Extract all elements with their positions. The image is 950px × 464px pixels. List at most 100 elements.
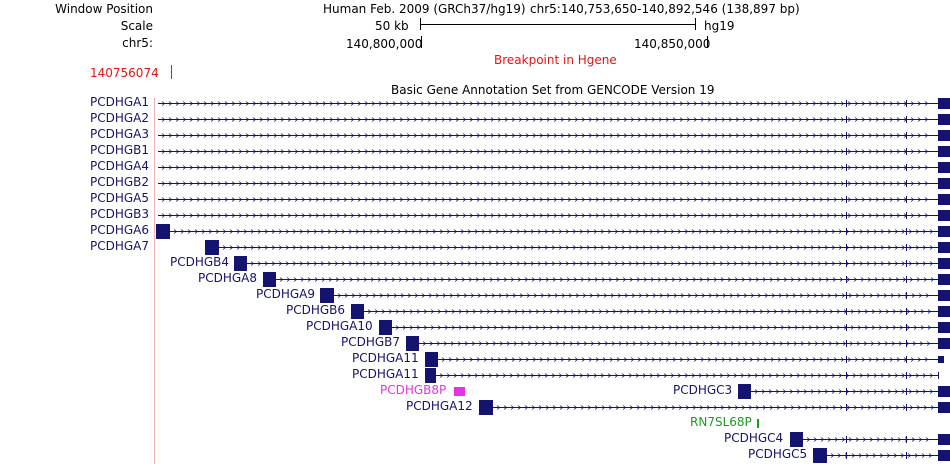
strand-arrow: [252, 117, 257, 122]
strand-arrow: [518, 213, 523, 218]
strand-arrow: [670, 245, 675, 250]
strand-arrow: [539, 101, 544, 106]
strand-arrow: [665, 213, 670, 218]
strand-arrow: [552, 277, 557, 282]
strand-arrow: [707, 149, 712, 154]
gene-label[interactable]: PCDHGB3: [90, 207, 150, 221]
gene-track[interactable]: [379, 320, 950, 335]
strand-arrow: [442, 293, 447, 298]
strand-arrow: [768, 245, 773, 250]
gene-label[interactable]: PCDHGA7: [90, 239, 150, 253]
gene-label[interactable]: PCDHGB8P: [380, 383, 447, 397]
gene-track[interactable]: [158, 146, 950, 157]
track-title[interactable]: Basic Gene Annotation Set from GENCODE V…: [391, 83, 715, 97]
gene-track[interactable]: [158, 114, 950, 125]
gene-label[interactable]: PCDHGA11: [352, 351, 419, 365]
position-label[interactable]: chr5:140,753,650-140,892,546 (138,897 bp…: [530, 2, 800, 16]
strand-arrow: [203, 213, 208, 218]
strand-arrow: [252, 149, 257, 154]
gene-label[interactable]: PCDHGB6: [286, 303, 346, 317]
strand-arrow: [631, 293, 636, 298]
strand-arrow: [259, 165, 264, 170]
strand-arrow: [483, 133, 488, 138]
strand-arrow: [537, 261, 542, 266]
gene-track[interactable]: [158, 98, 950, 109]
gene-label[interactable]: PCDHGA10: [306, 319, 373, 333]
gene-track[interactable]: [234, 256, 950, 271]
gene-label[interactable]: PCDHGA8: [198, 271, 258, 285]
strand-arrow: [567, 133, 572, 138]
strand-arrow: [665, 117, 670, 122]
gene-track[interactable]: [320, 288, 950, 303]
gene-track[interactable]: [425, 352, 944, 367]
gene-label[interactable]: PCDHGC5: [748, 447, 808, 461]
gene-label[interactable]: PCDHGA6: [90, 223, 150, 237]
gene-track[interactable]: [757, 419, 759, 428]
gene-label[interactable]: PCDHGC3: [673, 383, 733, 397]
gene-label[interactable]: PCDHGB2: [90, 175, 150, 189]
strand-arrow: [448, 149, 453, 154]
gene-track[interactable]: [454, 387, 465, 396]
gene-label[interactable]: PCDHGA5: [90, 191, 150, 205]
strand-arrow: [714, 133, 719, 138]
gene-track[interactable]: [158, 210, 950, 221]
strand-arrow: [822, 309, 827, 314]
gene-track[interactable]: [479, 400, 950, 415]
strand-arrow: [916, 405, 921, 410]
gene-label[interactable]: PCDHGB7: [341, 335, 401, 349]
gene-label[interactable]: PCDHGA2: [90, 111, 150, 125]
gene-label[interactable]: PCDHGA9: [256, 287, 316, 301]
strand-arrow: [588, 197, 593, 202]
gene-label[interactable]: PCDHGB4: [170, 255, 230, 269]
strand-arrow: [742, 197, 747, 202]
gene-track[interactable]: [813, 448, 950, 463]
gene-track[interactable]: [158, 178, 950, 189]
strand-arrow: [231, 149, 236, 154]
strand-arrow: [910, 181, 915, 186]
strand-arrow: [357, 165, 362, 170]
strand-arrow: [913, 325, 918, 330]
gene-track[interactable]: [790, 432, 950, 447]
strand-arrow: [560, 117, 565, 122]
strand-arrow: [727, 405, 732, 410]
strand-arrow: [894, 373, 899, 378]
strand-arrow: [602, 165, 607, 170]
gene-label[interactable]: PCDHGA1: [90, 95, 150, 109]
gene-track[interactable]: [205, 240, 950, 255]
gene-track[interactable]: [406, 336, 950, 351]
strand-arrow: [595, 165, 600, 170]
strand-arrow: [776, 405, 781, 410]
gene-label[interactable]: PCDHGB1: [90, 143, 150, 157]
strand-arrow: [749, 213, 754, 218]
strand-arrow: [796, 389, 801, 394]
strand-arrow: [798, 357, 803, 362]
gene-label[interactable]: PCDHGA12: [406, 399, 473, 413]
strand-arrow: [525, 165, 530, 170]
gene-label[interactable]: PCDHGA3: [90, 127, 150, 141]
strand-arrow: [762, 405, 767, 410]
strand-arrow: [763, 149, 768, 154]
gene-label[interactable]: RN7SL68P: [690, 415, 752, 429]
strand-arrow: [609, 197, 614, 202]
gene-label[interactable]: PCDHGA4: [90, 159, 150, 173]
gene-track[interactable]: [425, 368, 939, 383]
gene-label[interactable]: PCDHGC4: [724, 431, 784, 445]
strand-arrow: [719, 245, 724, 250]
strand-arrow: [914, 453, 919, 458]
strand-arrow: [859, 245, 864, 250]
strand-arrow: [759, 309, 764, 314]
gene-track[interactable]: [738, 384, 950, 399]
gene-track[interactable]: [263, 272, 950, 287]
strand-arrow: [217, 117, 222, 122]
gene-track[interactable]: [158, 194, 950, 205]
strand-arrow: [863, 341, 868, 346]
gene-track[interactable]: [158, 130, 950, 141]
strand-arrow: [525, 149, 530, 154]
strand-arrow: [834, 437, 839, 442]
gene-track[interactable]: [351, 304, 950, 319]
breakpoint-position[interactable]: 140756074: [90, 66, 159, 80]
gene-track[interactable]: [156, 224, 950, 239]
gene-label[interactable]: PCDHGA11: [352, 367, 419, 381]
gene-track[interactable]: [158, 162, 950, 173]
